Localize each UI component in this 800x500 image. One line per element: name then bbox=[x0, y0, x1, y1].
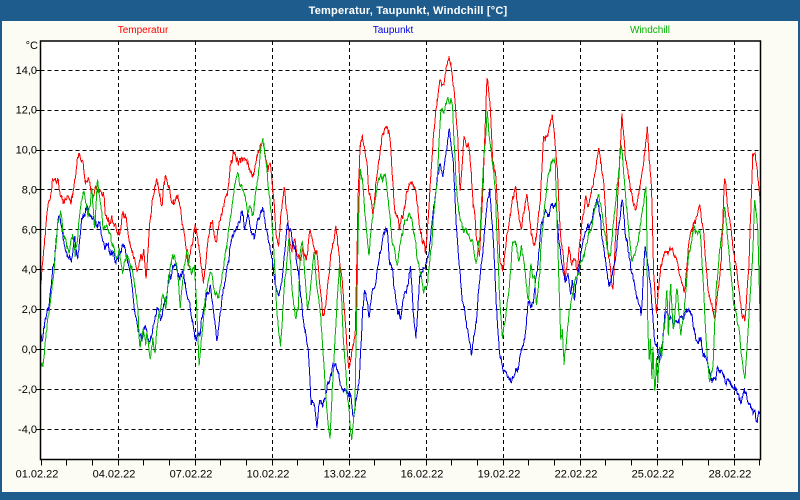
legend-item-windchill: Windchill bbox=[629, 25, 671, 36]
y-tick-label: -4,0 bbox=[18, 424, 37, 436]
plot-frame bbox=[39, 40, 762, 461]
legend: Temperatur Taupunkt Windchill bbox=[0, 21, 800, 41]
x-tick-label: 22.02.22 bbox=[555, 469, 598, 481]
series-line-windchill bbox=[41, 97, 760, 441]
window-left-border bbox=[0, 0, 2, 500]
x-tick-label: 04.02.22 bbox=[93, 469, 136, 481]
legend-item-taupunkt: Taupunkt bbox=[372, 25, 414, 36]
x-tick-label: 01.02.22 bbox=[16, 469, 59, 481]
bottom-bar bbox=[0, 492, 800, 500]
x-tick-label: 07.02.22 bbox=[170, 469, 213, 481]
x-tick-label: 28.02.22 bbox=[709, 469, 752, 481]
y-tick-label: 14,0 bbox=[16, 65, 37, 77]
title-bar: Temperatur, Taupunkt, Windchill [°C] bbox=[0, 0, 800, 21]
legend-item-temperatur: Temperatur bbox=[117, 25, 169, 36]
series-line-temperatur bbox=[41, 56, 760, 369]
y-tick-label: 0,0 bbox=[22, 344, 37, 356]
window-right-border bbox=[798, 0, 800, 500]
y-tick-label: 6,0 bbox=[22, 224, 37, 236]
y-tick-label: 2,0 bbox=[22, 304, 37, 316]
y-tick-label: 12,0 bbox=[16, 105, 37, 117]
y-tick-label: 10,0 bbox=[16, 145, 37, 157]
y-axis-unit-label: °C bbox=[26, 40, 38, 52]
x-tick-label: 13.02.22 bbox=[324, 469, 367, 481]
y-tick-label: 4,0 bbox=[22, 264, 37, 276]
x-tick-label: 25.02.22 bbox=[632, 469, 675, 481]
series-line-taupunkt bbox=[41, 128, 760, 429]
x-tick-label: 10.02.22 bbox=[247, 469, 290, 481]
plot-area bbox=[40, 41, 761, 460]
axis-labels: 14,0 12,0 10,0 8,0 6,0 4,0 2,0 0,0 -2,0 -4,0 01.02… bbox=[16, 40, 752, 481]
x-tick-label: 16.02.22 bbox=[401, 469, 444, 481]
series-lines bbox=[41, 56, 760, 441]
y-tick-label: -2,0 bbox=[18, 384, 37, 396]
y-tick-label: 8,0 bbox=[22, 184, 37, 196]
x-tick-label: 19.02.22 bbox=[478, 469, 521, 481]
chart-title: Temperatur, Taupunkt, Windchill [°C] bbox=[308, 4, 508, 17]
